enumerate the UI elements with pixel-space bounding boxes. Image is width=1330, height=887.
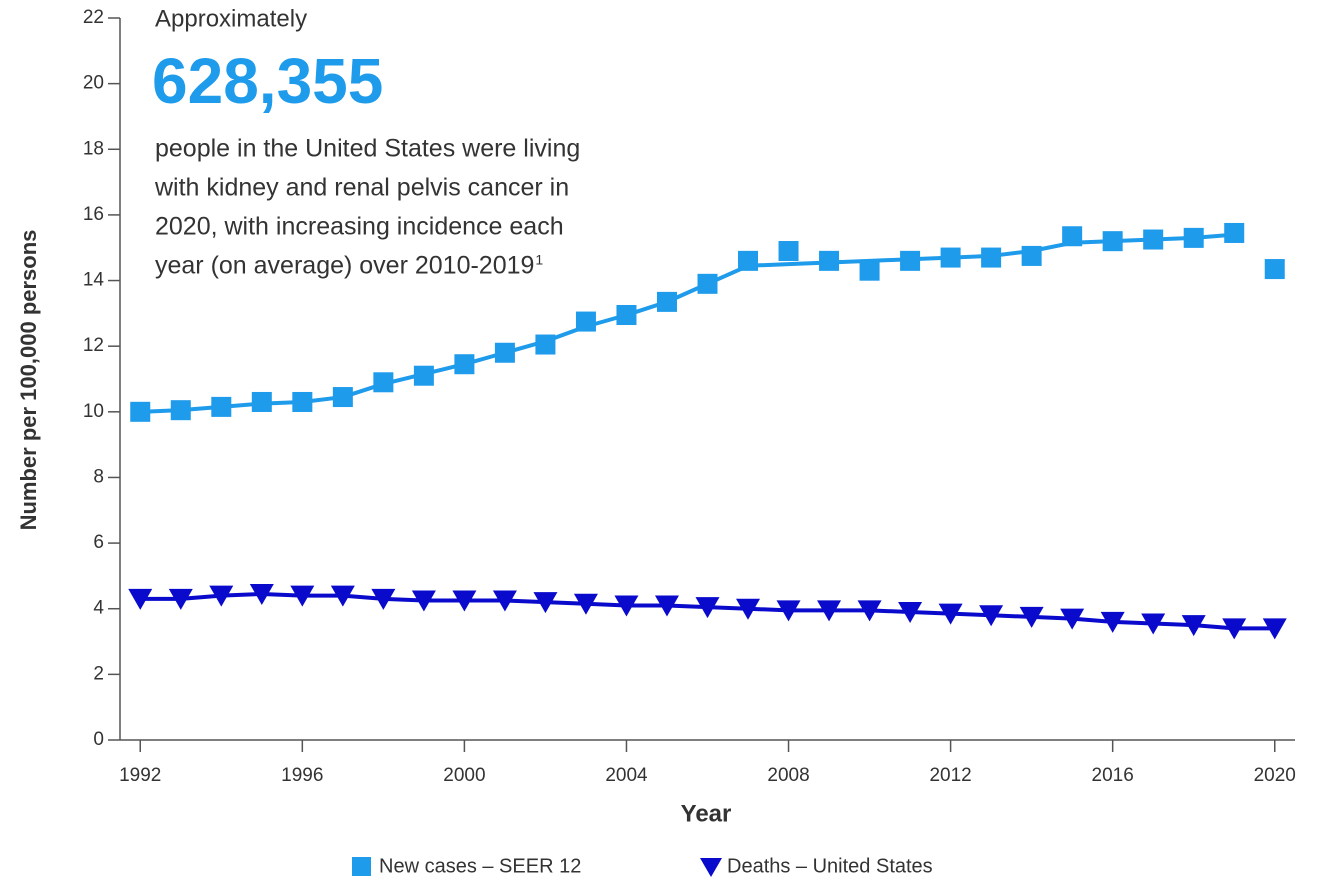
marker-triangle bbox=[533, 592, 558, 614]
marker-triangle bbox=[1262, 618, 1287, 640]
marker-triangle bbox=[209, 585, 234, 607]
y-tick-label: 0 bbox=[93, 729, 104, 750]
legend-item: New cases – SEER 12 bbox=[352, 855, 581, 877]
footnote-marker: 1 bbox=[535, 252, 543, 268]
series-line bbox=[140, 232, 1235, 414]
y-tick-label: 20 bbox=[83, 73, 104, 94]
marker-square bbox=[1183, 227, 1204, 248]
marker-triangle bbox=[452, 590, 477, 612]
marker-square bbox=[940, 247, 961, 268]
marker-triangle bbox=[979, 605, 1004, 627]
marker-triangle bbox=[290, 585, 315, 607]
legend-label: New cases – SEER 12 bbox=[379, 855, 581, 877]
x-tick-label: 2012 bbox=[929, 765, 971, 786]
y-tick-label: 22 bbox=[83, 7, 104, 28]
marker-square bbox=[130, 401, 151, 422]
marker-square bbox=[1021, 245, 1042, 266]
marker-triangle bbox=[330, 585, 355, 607]
annotation-line: year (on average) over 2010-2019 bbox=[155, 252, 534, 280]
annotation-line: 2020, with increasing incidence each bbox=[155, 213, 564, 241]
marker-triangle bbox=[654, 595, 679, 617]
marker-square bbox=[575, 311, 596, 332]
marker-square bbox=[697, 273, 718, 294]
marker-square bbox=[656, 291, 677, 312]
marker-square bbox=[454, 354, 475, 375]
marker-square bbox=[170, 400, 191, 421]
marker-triangle bbox=[1222, 618, 1247, 640]
y-tick-label: 8 bbox=[93, 466, 104, 487]
marker-triangle bbox=[695, 597, 720, 619]
x-tick-label: 2008 bbox=[767, 765, 809, 786]
x-tick-label: 2016 bbox=[1092, 765, 1134, 786]
marker-triangle bbox=[573, 593, 598, 615]
marker-triangle bbox=[411, 590, 436, 612]
marker-square bbox=[535, 334, 556, 355]
x-tick-label: 2004 bbox=[605, 765, 648, 786]
marker-triangle bbox=[128, 588, 153, 610]
marker-triangle bbox=[817, 600, 842, 622]
marker-triangle bbox=[168, 588, 193, 610]
marker-triangle bbox=[1019, 606, 1044, 628]
marker-triangle bbox=[898, 602, 923, 624]
y-tick-label: 18 bbox=[83, 138, 104, 159]
marker-square bbox=[1062, 226, 1083, 247]
legend-item: Deaths – United States bbox=[700, 855, 933, 877]
marker-square bbox=[819, 250, 840, 271]
marker-triangle bbox=[736, 598, 761, 620]
x-tick-label: 1992 bbox=[119, 765, 161, 786]
marker-triangle bbox=[492, 590, 517, 612]
y-tick-label: 14 bbox=[83, 270, 105, 291]
y-tick-label: 6 bbox=[93, 532, 104, 553]
marker-triangle bbox=[938, 603, 963, 625]
y-tick-label: 12 bbox=[83, 335, 104, 356]
annotation-line: people in the United States were living bbox=[155, 135, 580, 163]
marker-triangle bbox=[1060, 608, 1085, 630]
marker-square bbox=[859, 260, 880, 281]
marker-square bbox=[1143, 229, 1164, 250]
y-axis-label: Number per 100,000 persons bbox=[16, 230, 41, 531]
annotation-intro: Approximately bbox=[155, 5, 307, 32]
y-tick-label: 4 bbox=[93, 598, 104, 619]
marker-square bbox=[413, 365, 434, 386]
marker-square bbox=[332, 387, 353, 408]
marker-triangle bbox=[371, 588, 396, 610]
legend-label: Deaths – United States bbox=[727, 855, 933, 877]
marker-square bbox=[211, 396, 232, 417]
marker-square bbox=[1224, 222, 1245, 243]
marker-square bbox=[1264, 259, 1285, 280]
marker-triangle bbox=[1100, 611, 1125, 633]
y-tick-label: 10 bbox=[83, 401, 104, 422]
marker-triangle bbox=[249, 583, 274, 605]
marker-square bbox=[494, 342, 515, 363]
marker-triangle bbox=[776, 600, 801, 622]
marker-square bbox=[981, 247, 1002, 268]
annotation-number: 628,355 bbox=[152, 45, 383, 117]
marker-square bbox=[292, 391, 313, 412]
legend-swatch bbox=[700, 858, 722, 877]
marker-square bbox=[616, 305, 637, 326]
marker-triangle bbox=[614, 595, 639, 617]
x-tick-label: 2000 bbox=[443, 765, 485, 786]
marker-square bbox=[900, 250, 921, 271]
marker-triangle bbox=[1141, 613, 1166, 635]
marker-triangle bbox=[1181, 615, 1206, 637]
x-axis-label: Year bbox=[681, 800, 732, 827]
x-tick-label: 2020 bbox=[1254, 765, 1296, 786]
y-tick-label: 16 bbox=[83, 204, 104, 225]
marker-square bbox=[1102, 231, 1123, 252]
marker-square bbox=[251, 391, 272, 412]
marker-square bbox=[738, 250, 759, 271]
marker-square bbox=[373, 372, 394, 393]
marker-triangle bbox=[857, 600, 882, 622]
marker-square bbox=[778, 241, 799, 262]
annotation-line: with kidney and renal pelvis cancer in bbox=[154, 174, 569, 202]
legend-swatch bbox=[352, 857, 371, 876]
y-tick-label: 2 bbox=[93, 663, 104, 684]
x-tick-label: 1996 bbox=[281, 765, 323, 786]
